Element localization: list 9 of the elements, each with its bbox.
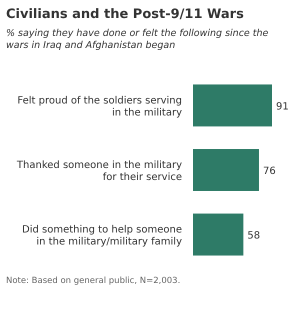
data-label: 58 [247,230,260,242]
data-label: 76 [262,166,276,177]
y-tick-label: Did something to help someone in the military/military family [22,224,182,248]
text: Note: Based on general public, N=2,003. [6,276,180,286]
y-tick-label: Felt proud of the soldiers serving in the military [17,95,182,118]
data-label: 91 [276,101,289,112]
chart-title: Civilians and the Post-9/11 Wars [6,7,244,22]
y-tick-label: Thanked someone in the military for their service [16,160,182,183]
chart-subtitle: % saying they have done or felt the following since the wars in Iraq and Afghanistan began [6,28,269,51]
